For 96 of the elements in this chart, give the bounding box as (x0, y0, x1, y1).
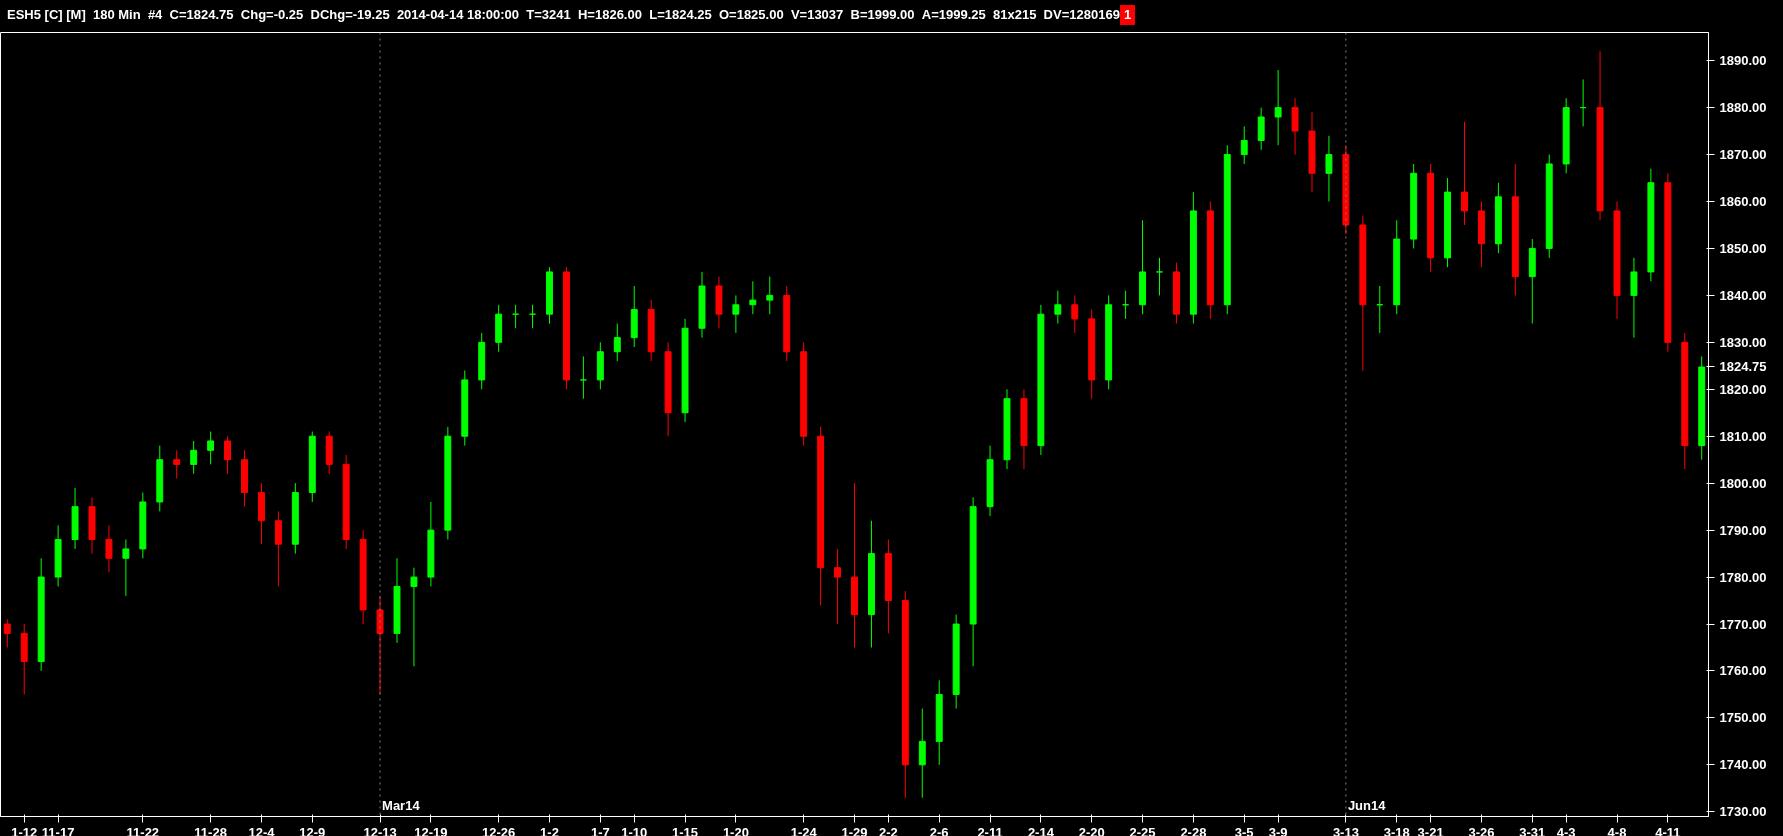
candlestick (173, 449, 181, 479)
candlestick (207, 431, 215, 465)
candlestick (122, 539, 130, 597)
y-tick-label: 1730.00 (1719, 804, 1767, 820)
text: H=1826.00 (577, 7, 642, 22)
y-tick-label: 1780.00 (1719, 569, 1767, 585)
text: DChg=-19.25 (310, 7, 390, 22)
x-tick-label: 1-2 (540, 824, 559, 836)
candlestick (579, 355, 587, 400)
y-tick-label: 1740.00 (1719, 757, 1767, 773)
x-tick-label: 3-31 (1519, 824, 1546, 836)
candlestick (105, 524, 113, 573)
x-tick-label: 12-9 (299, 824, 326, 836)
candlestick (613, 323, 621, 362)
x-tick-label: 2-6 (929, 824, 949, 836)
text: C=1824.75 (169, 7, 234, 22)
candlestick (749, 280, 757, 315)
x-tick-label: 4-8 (1607, 824, 1627, 836)
x-tick-label: 2-14 (1027, 824, 1055, 836)
x-tick-label: 3-9 (1268, 824, 1288, 836)
candlestick (1071, 294, 1079, 334)
text: A=1999.25 (921, 7, 986, 22)
text: B=1999.00 (850, 7, 915, 22)
x-tick-label: 2-2 (878, 824, 898, 836)
x-tick-label: 1-24 (790, 824, 818, 836)
candlestick (834, 548, 842, 625)
y-tick-label: 1760.00 (1719, 663, 1767, 679)
y-tick-label: 1824.75 (1719, 359, 1767, 375)
text: T=3241 (526, 7, 571, 22)
candlestick (3, 618, 11, 648)
ref-line-label: Jun14 (1347, 797, 1387, 813)
x-tick-label: 1-7 (590, 824, 610, 836)
y-tick-label: 1810.00 (1719, 428, 1767, 444)
text: L=1824.25 (649, 7, 712, 22)
y-tick-label: 1800.00 (1719, 475, 1767, 491)
x-tick-label: 1-15 (672, 824, 699, 836)
y-tick-label: 1790.00 (1719, 522, 1767, 538)
candlestick (274, 510, 282, 587)
chart-title: ESH5 [C] [M] (7, 7, 86, 22)
candlestick (1054, 290, 1062, 325)
candlestick (224, 435, 232, 475)
text: 81x215 (992, 7, 1037, 22)
text: V=13037 (790, 7, 844, 22)
x-tick-label: 1-10 (621, 824, 648, 836)
y-tick-label: 1870.00 (1719, 147, 1767, 163)
x-tick-label: 3-18 (1383, 824, 1410, 836)
candlestick (1274, 69, 1282, 146)
x-tick-label: 4-3 (1556, 824, 1576, 836)
candlestick (1461, 121, 1468, 226)
x-tick-label: 1-12 (11, 824, 38, 836)
y-tick-label: 1860.00 (1719, 194, 1767, 210)
x-tick-label: 11-17 (41, 824, 75, 836)
y-tick-label: 1840.00 (1719, 287, 1767, 303)
x-tick-label: 12-4 (248, 824, 276, 836)
x-tick-label: 11-22 (126, 824, 160, 836)
x-tick-label: 2-20 (1078, 824, 1105, 836)
candlestick (1325, 135, 1333, 203)
text: #4 (147, 7, 163, 22)
text: 180 Min (92, 7, 141, 22)
x-tick-label: 12-13 (363, 824, 397, 836)
candlestick (918, 708, 926, 799)
candlestick (766, 276, 774, 315)
candlestick (1240, 125, 1248, 165)
x-tick-label: 12-19 (414, 824, 448, 836)
x-tick-label: 11-28 (194, 824, 227, 836)
text: Chg=-0.25 (240, 7, 304, 22)
x-tick-label: 4-11 (1655, 824, 1681, 836)
candlestick (410, 567, 418, 667)
x-tick-label: 3-26 (1468, 824, 1495, 836)
x-tick-label: 3-5 (1234, 824, 1254, 836)
candlestick (732, 294, 740, 334)
candlestick (1630, 257, 1638, 339)
x-tick-label: 3-21 (1417, 824, 1444, 836)
y-tick-label: 1830.00 (1719, 334, 1767, 350)
text: DV=1280169 (1043, 7, 1120, 22)
x-tick-label: 12-26 (482, 824, 516, 836)
x-tick-label: 1-29 (841, 824, 868, 836)
x-tick-label: 2-11 (977, 824, 1003, 836)
x-tick-label: 3-13 (1332, 824, 1359, 836)
x-tick-label: 2-28 (1180, 824, 1207, 836)
candlestick (1257, 107, 1265, 151)
y-tick-label: 1850.00 (1719, 240, 1767, 256)
candlestick (1291, 97, 1299, 156)
text: 2014-04-14 18:00:00 (396, 7, 520, 22)
y-tick-label: 1770.00 (1719, 616, 1767, 632)
x-tick-label: 1-20 (722, 824, 749, 836)
y-tick-label: 1820.00 (1719, 381, 1767, 397)
x-tick-label: 2-25 (1129, 824, 1156, 836)
ref-line-label: Mar14 (382, 797, 421, 813)
y-tick-label: 1890.00 (1719, 53, 1767, 69)
text: O=1825.00 (718, 7, 784, 22)
y-tick-label: 1880.00 (1719, 100, 1767, 116)
y-tick-label: 1750.00 (1719, 710, 1767, 726)
candlestick (376, 595, 384, 695)
text: 1 (1119, 5, 1136, 25)
candlestick (190, 440, 198, 475)
